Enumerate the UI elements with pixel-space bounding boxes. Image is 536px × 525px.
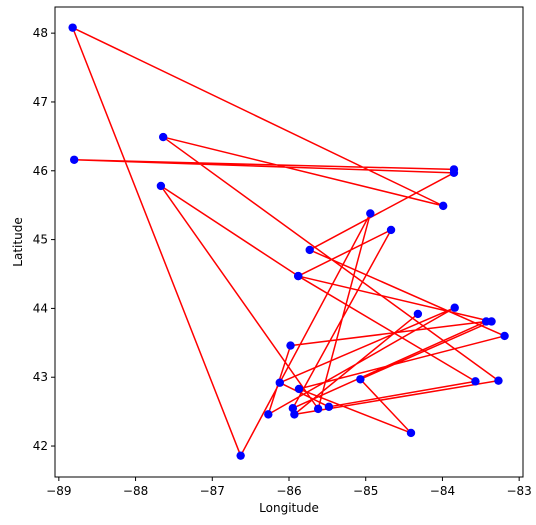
data-point [313,404,323,414]
y-tick-label: 44 [33,301,48,315]
data-point [69,155,79,164]
y-tick-label: 48 [33,26,48,40]
x-tick-label: −86 [276,484,301,498]
data-point [290,410,299,419]
y-tick-label: 45 [33,233,48,247]
y-tick-label: 42 [33,439,48,453]
data-point [449,168,459,178]
y-axis-label: Latitude [11,217,25,266]
x-axis-ticks: −89 −88 −87 −86 −85 −84 −83 [46,477,532,498]
data-point [286,341,295,350]
data-point [406,428,416,438]
y-tick-label: 46 [33,164,48,178]
y-tick-label: 43 [33,370,48,384]
data-point [356,375,365,384]
plot-background [55,7,523,477]
series-line-0 [71,26,506,457]
y-axis-ticks: 42 43 44 45 46 47 48 [33,26,55,453]
x-axis-label: Longitude [259,501,319,515]
x-tick-label: −87 [200,484,225,498]
data-point [275,378,284,387]
x-tick-label: −84 [430,484,455,498]
data-points [68,23,509,460]
data-point [413,309,423,319]
data-point [366,209,375,218]
data-point [494,376,503,385]
x-tick-label: −85 [353,484,378,498]
x-tick-label: −88 [123,484,148,498]
data-point [471,377,480,386]
data-point [294,384,304,394]
data-point [439,201,448,211]
data-point [158,132,168,142]
data-point [305,245,314,255]
data-point [156,181,166,191]
data-point [500,331,509,341]
route-lines [71,26,506,457]
data-point [386,225,396,235]
data-point [264,410,273,419]
x-tick-label: −89 [46,484,71,498]
data-point [481,317,491,326]
data-point [68,23,77,32]
x-tick-label: −83 [506,484,531,498]
data-point [294,271,303,281]
y-tick-label: 47 [33,95,48,109]
data-point [324,402,334,412]
data-point [450,303,459,312]
data-point [236,451,245,460]
